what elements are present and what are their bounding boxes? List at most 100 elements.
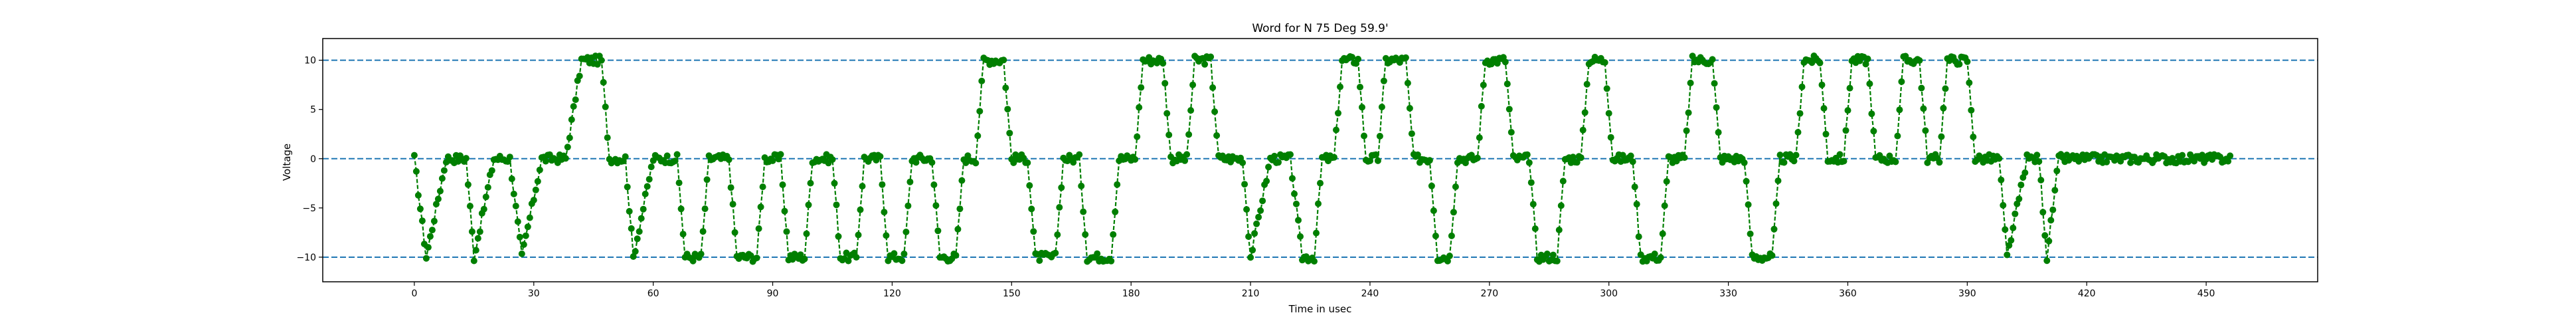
data-point (1024, 159, 1031, 166)
x-tick-label: 60 (647, 288, 659, 299)
data-point (564, 144, 571, 151)
data-point (1372, 151, 1379, 158)
series-group (410, 53, 2234, 265)
data-point (1681, 154, 1688, 161)
data-point (462, 155, 470, 162)
data-point (1780, 159, 1788, 166)
data-point (1337, 83, 1343, 90)
data-point (671, 158, 679, 165)
data-point (1916, 57, 1923, 64)
data-point (797, 251, 804, 259)
data-point (833, 201, 840, 209)
data-point (2012, 210, 2019, 217)
data-point (1768, 252, 1776, 259)
data-point (1557, 202, 1565, 209)
data-point (857, 206, 864, 213)
data-point (1892, 158, 1899, 165)
data-point (1842, 127, 1849, 134)
data-point (1998, 176, 2005, 183)
data-point (1687, 79, 1694, 86)
data-point (881, 209, 888, 216)
data-point (1711, 80, 1718, 87)
data-point (436, 187, 444, 195)
x-tick-label: 120 (883, 288, 901, 299)
x-tick-label: 90 (767, 288, 779, 299)
data-point (2008, 237, 2015, 244)
data-point (1249, 247, 1256, 254)
data-point (522, 232, 529, 239)
data-point (1110, 231, 1117, 238)
data-point (1444, 257, 1451, 265)
data-point (1902, 53, 1909, 60)
data-point (912, 159, 920, 166)
data-point (1505, 106, 1513, 113)
data-point (1251, 230, 1258, 237)
data-point (1659, 230, 1666, 237)
data-point (602, 103, 609, 110)
data-point (2039, 209, 2047, 216)
data-point (1241, 181, 1248, 188)
data-point (414, 191, 422, 199)
data-point (1138, 84, 1145, 91)
data-point (1333, 126, 1339, 134)
data-point (1165, 132, 1173, 138)
data-point (783, 228, 790, 235)
data-point (510, 190, 517, 197)
data-point (1502, 58, 1509, 66)
data-point (628, 225, 635, 232)
data-point (430, 217, 438, 225)
data-point (482, 193, 489, 201)
data-point (1317, 179, 1324, 187)
data-point (1275, 159, 1282, 166)
y-tick-label: 5 (310, 105, 316, 116)
data-point (418, 217, 426, 225)
data-point (1569, 154, 1577, 161)
data-point (1553, 257, 1561, 265)
data-point (769, 157, 776, 164)
data-point (853, 254, 860, 261)
data-point (1822, 130, 1830, 138)
data-point (1056, 204, 1063, 211)
data-point (1289, 175, 1296, 182)
data-point (634, 235, 641, 243)
data-point (1476, 134, 1483, 142)
data-point (757, 203, 764, 211)
data-point (626, 208, 633, 215)
data-point (1376, 132, 1383, 140)
data-point (644, 183, 651, 190)
data-point (1970, 134, 1977, 140)
data-point (1770, 225, 1778, 233)
data-point (570, 103, 577, 110)
data-point (530, 197, 537, 204)
data-point (1494, 60, 1501, 67)
y-tick-label: −5 (302, 203, 316, 214)
data-point (679, 231, 687, 238)
data-point (972, 160, 980, 167)
data-point (1201, 60, 1209, 68)
x-tick-label: 30 (528, 288, 540, 299)
data-point (1026, 182, 1033, 189)
data-point (1428, 182, 1435, 189)
data-point (1820, 105, 1828, 112)
data-point (1243, 206, 1250, 213)
data-point (576, 72, 583, 80)
data-point (1076, 151, 1083, 158)
data-point (1004, 106, 1011, 113)
data-point (956, 205, 964, 213)
data-point (1844, 107, 1851, 114)
data-point (1263, 177, 1270, 185)
data-point (1741, 159, 1748, 166)
data-point (1633, 201, 1640, 208)
data-point (1448, 232, 1455, 239)
data-point (518, 250, 525, 257)
data-point (779, 181, 786, 188)
data-point (1862, 60, 1869, 68)
data-point (438, 175, 446, 182)
data-point (1886, 152, 1893, 160)
data-point (855, 231, 862, 239)
data-point (1293, 200, 1300, 207)
data-point (1000, 56, 1007, 64)
data-point (1271, 152, 1278, 160)
data-point (1132, 156, 1139, 163)
data-point (1661, 202, 1668, 209)
